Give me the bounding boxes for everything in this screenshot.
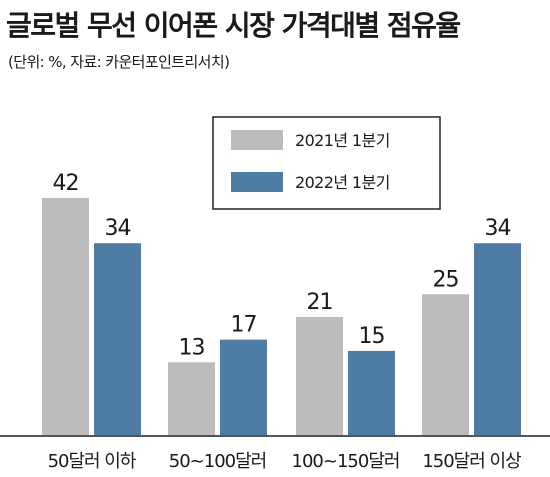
bar-2022-cat-3 <box>474 243 521 436</box>
value-label-2021-cat-3: 25 <box>433 267 459 292</box>
category-label-1: 50~100달러 <box>169 451 266 472</box>
bar-2022-cat-2 <box>348 350 395 436</box>
value-label-2022-cat-1: 17 <box>231 313 257 338</box>
category-label-0: 50달러 이하 <box>48 451 137 472</box>
legend-swatch-2021 <box>231 130 283 150</box>
value-label-2022-cat-0: 34 <box>105 216 131 241</box>
value-label-2021-cat-1: 13 <box>179 335 205 360</box>
category-labels-layer: 50달러 이하 50~100달러 100~150달러 150달러 이상 <box>48 451 523 472</box>
category-label-3: 150달러 이상 <box>422 451 521 472</box>
value-label-2021-cat-2: 21 <box>307 290 333 315</box>
legend-label-2022: 2022년 1분기 <box>295 173 390 192</box>
legend-label-2021: 2021년 1분기 <box>295 131 390 150</box>
chart-subtitle: (단위: %, 자료: 카운터포인트리서치) <box>8 53 230 71</box>
bar-2022-cat-0 <box>94 243 141 436</box>
bars-layer <box>42 197 521 436</box>
value-label-2022-cat-3: 34 <box>485 216 511 241</box>
bar-2022-cat-1 <box>220 339 267 436</box>
value-label-2022-cat-2: 15 <box>359 324 385 349</box>
value-labels-layer: 42 34 13 17 21 15 25 34 <box>53 171 512 360</box>
bar-2021-cat-2 <box>296 316 343 436</box>
category-label-2: 100~150달러 <box>292 451 400 472</box>
legend-swatch-2022 <box>231 172 283 192</box>
bar-2021-cat-0 <box>42 197 89 436</box>
value-label-2021-cat-0: 42 <box>53 171 79 196</box>
chart-title: 글로벌 무선 이어폰 시장 가격대별 점유율 <box>6 9 461 42</box>
bar-2021-cat-1 <box>168 362 215 436</box>
bar-2021-cat-3 <box>422 294 469 436</box>
legend: 2021년 1분기 2022년 1분기 <box>212 116 441 210</box>
